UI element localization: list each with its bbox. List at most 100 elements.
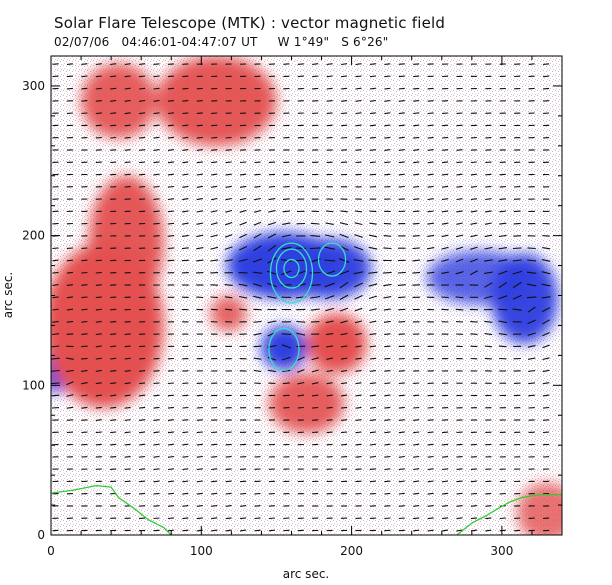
field-vector	[368, 246, 378, 250]
field-vector	[167, 100, 174, 102]
field-vector	[398, 492, 405, 495]
field-vector	[139, 75, 146, 78]
field-vector	[442, 173, 449, 176]
field-vector	[139, 357, 146, 360]
field-vector	[484, 222, 492, 225]
field-vector	[354, 234, 363, 238]
field-vector	[81, 259, 88, 262]
field-vector	[340, 345, 348, 348]
field-vector	[470, 222, 478, 225]
field-vector	[527, 319, 536, 325]
field-vector	[368, 295, 378, 300]
field-vector	[153, 505, 160, 507]
field-vector	[398, 382, 405, 385]
field-vector	[353, 271, 364, 275]
field-vector	[81, 100, 88, 102]
field-vector	[383, 235, 392, 237]
field-vector	[324, 282, 335, 288]
field-vector	[543, 63, 550, 65]
field-vector	[210, 246, 219, 250]
field-vector	[527, 332, 536, 336]
field-vector	[167, 247, 175, 250]
field-vector	[281, 333, 292, 335]
field-vector	[484, 234, 493, 238]
field-vector	[427, 517, 434, 520]
field-vector	[369, 222, 377, 225]
field-vector	[339, 233, 349, 239]
field-vector	[254, 185, 261, 188]
field-vector	[309, 284, 321, 286]
field-vector	[398, 87, 405, 90]
field-vector	[310, 295, 321, 299]
field-vector	[297, 75, 304, 78]
field-vector	[124, 75, 131, 78]
field-vector	[309, 271, 321, 274]
field-vector	[297, 369, 305, 373]
field-vector	[412, 247, 420, 250]
field-vector	[95, 382, 102, 385]
field-vector	[239, 233, 247, 239]
field-vector	[355, 332, 362, 336]
field-vector	[310, 308, 320, 311]
field-vector	[196, 234, 204, 238]
field-vector	[384, 161, 391, 164]
field-vector	[398, 112, 405, 115]
field-vector	[427, 529, 434, 532]
x-tick-label: 0	[47, 544, 55, 558]
field-region-positive-left-mid	[88, 175, 164, 311]
field-vector	[355, 406, 362, 409]
field-vector	[240, 505, 247, 507]
field-vector	[95, 100, 102, 102]
y-axis-title: arc sec.	[1, 272, 15, 318]
field-vector	[297, 63, 304, 65]
field-vector	[369, 99, 376, 102]
field-vector	[66, 419, 74, 421]
field-vector	[224, 246, 233, 250]
field-vector	[167, 235, 175, 237]
field-vector	[340, 210, 348, 213]
field-vector	[527, 357, 536, 360]
field-vector	[124, 345, 131, 348]
field-vector	[427, 149, 434, 151]
field-vector	[398, 75, 405, 78]
field-vector	[254, 197, 261, 201]
field-vector	[384, 63, 391, 65]
field-vector	[124, 419, 131, 421]
field-vector	[196, 529, 203, 532]
field-vector	[354, 222, 363, 226]
field-vector	[139, 149, 146, 151]
field-vector	[383, 222, 391, 225]
field-vector	[167, 406, 174, 409]
field-vector	[182, 149, 189, 151]
chart-title: Solar Flare Telescope (MTK) : vector mag…	[54, 14, 446, 32]
field-region-positive-center-south	[306, 313, 367, 374]
field-vector	[254, 529, 261, 532]
field-vector	[413, 468, 420, 471]
field-vector	[413, 136, 420, 139]
field-vector	[442, 124, 449, 127]
field-vector	[528, 382, 535, 385]
field-vector	[282, 222, 291, 225]
field-vector	[196, 517, 203, 520]
field-vector	[398, 308, 406, 311]
field-vector	[211, 149, 218, 151]
field-vector	[240, 529, 247, 532]
field-vector	[95, 333, 102, 336]
field-vector	[485, 505, 492, 507]
field-vector	[139, 455, 146, 458]
field-vector	[312, 406, 319, 409]
field-vector	[196, 161, 203, 164]
field-vector	[470, 480, 477, 483]
field-vector	[139, 186, 146, 188]
field-vector	[296, 332, 306, 336]
field-vector	[211, 136, 218, 139]
field-vector	[355, 99, 362, 102]
field-vector	[95, 87, 102, 90]
field-vector	[167, 382, 174, 385]
field-vector	[369, 443, 376, 446]
field-vector	[225, 505, 232, 507]
field-vector	[66, 296, 73, 299]
field-vector	[326, 100, 333, 102]
field-vector	[542, 382, 550, 385]
